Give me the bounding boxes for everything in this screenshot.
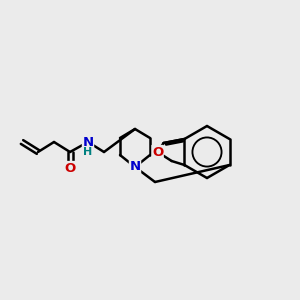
Text: O: O xyxy=(152,146,163,158)
Text: O: O xyxy=(64,161,76,175)
Text: N: N xyxy=(129,160,141,173)
Text: H: H xyxy=(83,147,93,157)
Text: N: N xyxy=(82,136,94,148)
